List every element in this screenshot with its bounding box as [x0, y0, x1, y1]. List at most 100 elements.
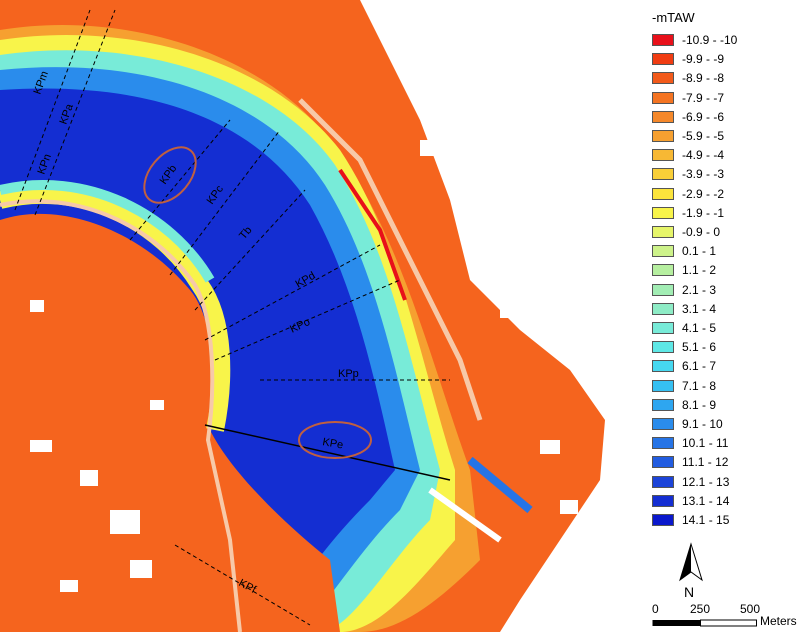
legend-label: 9.1 - 10 — [682, 417, 723, 431]
legend-item: 5.1 - 6 — [652, 339, 716, 355]
legend-item: -9.9 - -9 — [652, 51, 724, 67]
legend-swatch — [652, 283, 674, 296]
legend-label: -9.9 - -9 — [682, 52, 725, 67]
legend-swatch — [652, 456, 674, 469]
legend-swatch — [652, 53, 674, 66]
highlight-ellipse — [143, 146, 197, 204]
legend-swatch — [652, 130, 674, 142]
legend-item: 7.1 - 8 — [652, 378, 716, 394]
legend-swatch — [652, 206, 674, 219]
legend-item: -6.9 - -6 — [652, 109, 724, 125]
map-nodata-area — [360, 0, 637, 632]
map-label-kpe: KPe — [321, 436, 344, 451]
legend-swatch — [652, 494, 674, 507]
legend-item: 9.1 - 10 — [652, 416, 723, 432]
legend-label: 7.1 - 8 — [682, 378, 717, 393]
legend-label: -2.9 - -2 — [682, 186, 725, 201]
legend-swatch — [652, 110, 674, 123]
legend-label: 4.1 - 5 — [682, 321, 717, 335]
legend-label: 8.1 - 9 — [682, 397, 717, 412]
bathymetry-map: KPm KPn KPa KPb KPc Tb KPd KPo KPp KPe K… — [0, 0, 637, 633]
legend-swatch — [652, 149, 674, 162]
legend-item: 4.1 - 5 — [652, 320, 716, 336]
legend-swatch — [652, 72, 674, 85]
legend-label: -0.9 - 0 — [682, 225, 721, 239]
scale-tick-500: 500 — [740, 602, 761, 616]
legend-item: 0.1 - 1 — [652, 243, 716, 259]
legend-item: -8.9 - -8 — [652, 70, 724, 86]
legend-label: 2.1 - 3 — [682, 282, 717, 297]
legend-label: -7.9 - -7 — [682, 90, 725, 105]
legend-swatch — [652, 360, 674, 373]
legend-item: 6.1 - 7 — [652, 358, 716, 374]
legend-item: -2.9 - -2 — [652, 186, 724, 202]
legend: -mTAW -10.9 - -10 -9.9 - -9 -8.9 - -8 -7.9 … — [640, 0, 798, 632]
legend-label: 11.1 - 12 — [682, 455, 729, 470]
legend-title: -mTAW — [652, 10, 695, 25]
legend-label: -10.9 - -10 — [682, 33, 738, 47]
legend-swatch — [652, 341, 674, 354]
legend-item: 13.1 - 14 — [652, 493, 729, 509]
legend-item: 14.1 - 15 — [652, 512, 729, 528]
north-arrow-icon — [679, 542, 703, 582]
legend-item: -3.9 - -3 — [652, 166, 724, 182]
legend-label: 14.1 - 15 — [682, 513, 730, 527]
scale-bar: 0 250 500 Meters — [652, 602, 797, 632]
legend-item: -5.9 - -5 — [652, 128, 724, 144]
legend-swatch — [652, 379, 674, 392]
profile-lines — [14, 9, 450, 626]
legend-item: 8.1 - 9 — [652, 397, 716, 413]
legend-swatch — [652, 322, 674, 334]
legend-swatch — [652, 514, 674, 526]
highlight-ellipse — [298, 421, 372, 459]
legend-label: -4.9 - -4 — [682, 148, 725, 163]
legend-item: 3.1 - 4 — [652, 301, 716, 317]
map-canvas: KPm KPn KPa KPb KPc Tb KPd KPo KPp KPe K… — [0, 0, 637, 633]
legend-item: -7.9 - -7 — [652, 90, 724, 106]
legend-swatch — [652, 226, 674, 238]
legend-label: 12.1 - 13 — [682, 474, 730, 489]
legend-item: -1.9 - -1 — [652, 205, 724, 221]
legend-swatch — [652, 475, 674, 488]
scale-unit: Meters — [760, 614, 797, 628]
legend-item: -10.9 - -10 — [652, 32, 737, 48]
legend-item: 11.1 - 12 — [652, 454, 728, 470]
legend-swatch — [652, 168, 674, 181]
legend-item: -0.9 - 0 — [652, 224, 720, 240]
scale-tick-0: 0 — [652, 602, 659, 616]
legend-label: -5.9 - -5 — [682, 129, 725, 143]
map-label-kpp: KPp — [338, 368, 359, 380]
legend-label: -8.9 - -8 — [682, 71, 725, 86]
north-label: N — [684, 584, 695, 600]
legend-label: 3.1 - 4 — [682, 301, 717, 316]
legend-swatch — [652, 437, 674, 450]
buildings — [30, 60, 578, 592]
legend-item: 1.1 - 2 — [652, 262, 716, 278]
legend-item: 10.1 - 11 — [652, 435, 728, 451]
legend-swatch — [652, 264, 674, 277]
legend-item: -4.9 - -4 — [652, 147, 724, 163]
legend-label: -3.9 - -3 — [682, 167, 725, 182]
inner-bend-land — [0, 213, 340, 632]
legend-label: -1.9 - -1 — [682, 205, 725, 220]
legend-label: 6.1 - 7 — [682, 359, 717, 374]
legend-label: 10.1 - 11 — [682, 436, 729, 451]
scale-bar-graphic — [652, 619, 757, 627]
legend-swatch — [652, 91, 674, 104]
legend-swatch — [652, 398, 674, 411]
legend-swatch — [652, 418, 674, 430]
legend-swatch — [652, 245, 674, 258]
legend-label: 5.1 - 6 — [682, 340, 717, 355]
legend-label: 13.1 - 14 — [682, 493, 730, 508]
legend-swatch — [652, 187, 674, 200]
legend-item: 12.1 - 13 — [652, 474, 729, 490]
legend-swatch — [652, 302, 674, 315]
legend-label: 0.1 - 1 — [682, 244, 717, 259]
quay-road — [0, 199, 242, 633]
legend-swatch — [652, 34, 674, 46]
legend-label: 1.1 - 2 — [682, 263, 717, 278]
legend-label: -6.9 - -6 — [682, 109, 725, 124]
scale-tick-250: 250 — [690, 602, 711, 616]
legend-item: 2.1 - 3 — [652, 282, 716, 298]
lock-channel — [467, 456, 533, 514]
